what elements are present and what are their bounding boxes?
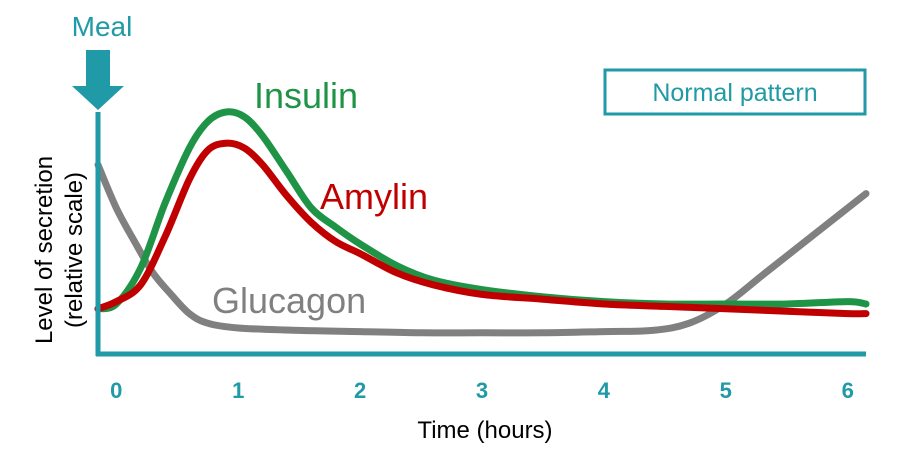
x-tick-0: 0	[110, 378, 122, 403]
x-tick-6: 6	[842, 378, 854, 403]
glucagon-line	[94, 161, 870, 337]
meal-annotation: Meal	[72, 11, 133, 110]
glucagon-label: Glucagon	[212, 280, 366, 321]
insulin-label: Insulin	[254, 75, 358, 116]
legend-text: Normal pattern	[652, 79, 817, 107]
x-tick-5: 5	[720, 378, 732, 403]
amylin-label: Amylin	[320, 176, 428, 217]
x-tick-1: 1	[232, 378, 244, 403]
meal-arrow	[72, 50, 124, 110]
y-axis-title-line-2: (relative scale)	[61, 172, 88, 328]
series-layer	[94, 108, 870, 337]
x-axis-title: Time (hours)	[417, 417, 552, 444]
x-tick-4: 4	[598, 378, 611, 403]
legend-frame	[603, 68, 867, 116]
meal-label: Meal	[72, 11, 133, 42]
amylin-line	[94, 139, 870, 318]
x-tick-2: 2	[354, 378, 366, 403]
y-axis-title-line-1: Level of secretion	[31, 156, 58, 344]
legend-box: Normal pattern	[603, 68, 867, 116]
x-tick-3: 3	[476, 378, 488, 403]
x-tick-labels: 0 1 2 3 4 5 6	[110, 378, 854, 403]
